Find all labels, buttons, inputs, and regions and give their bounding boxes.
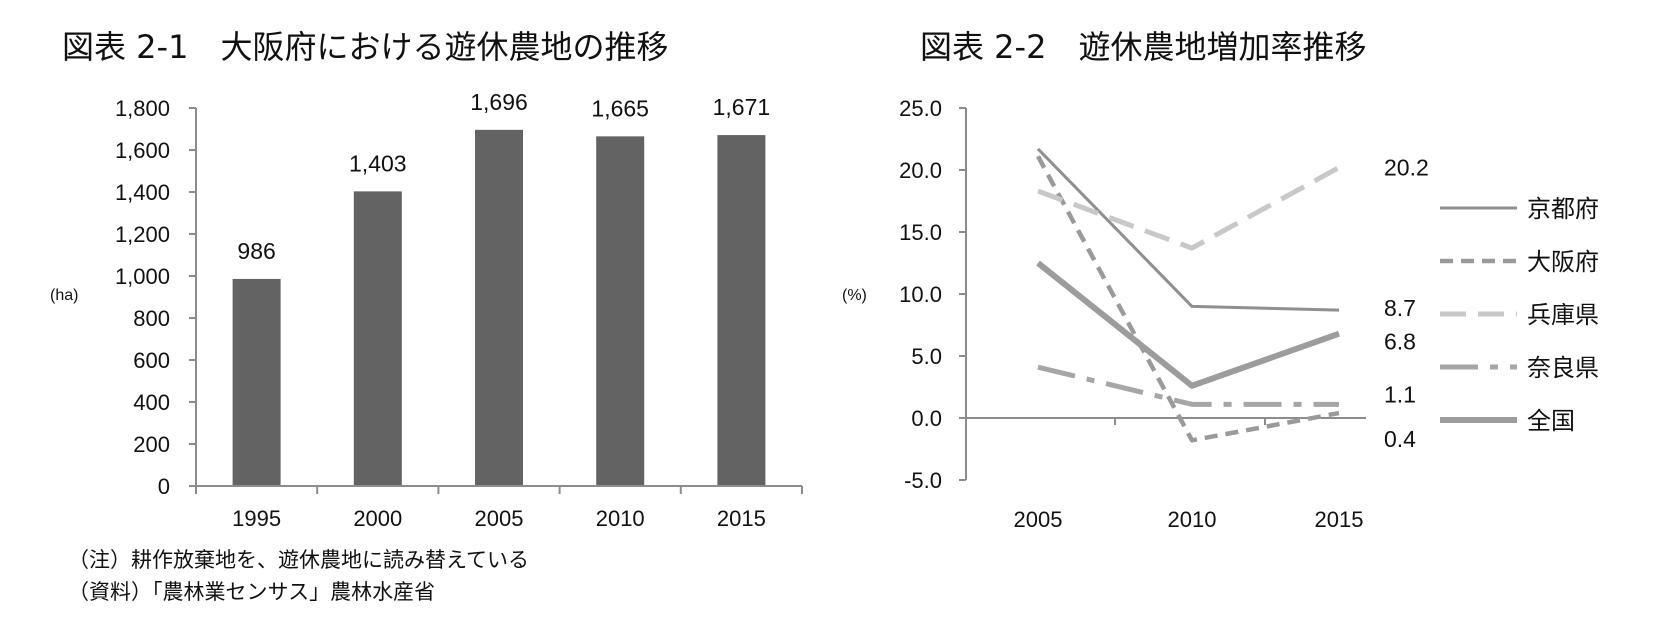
chart-note: （注）耕作放棄地を、遊休農地に読み替えている	[68, 548, 529, 572]
bar-y-tick-label: 200	[133, 432, 170, 457]
legend-label: 大阪府	[1527, 248, 1599, 276]
bar-y-tick-label: 1,200	[115, 222, 170, 247]
bar	[353, 191, 402, 486]
bar-chart-ylabel: (ha)	[50, 287, 78, 304]
line-chart-x-axis: 2005 2010 2015	[966, 417, 1366, 532]
bar-chart-y-axis: 0 200 400 600 800 1,000 1,200 1,400 1,600 1,800	[115, 96, 197, 499]
legend-label: 兵庫県	[1527, 301, 1599, 329]
bar-x-tick-label: 1995	[232, 506, 281, 531]
bar-chart-title: 図表 2-1 大阪府における遊休農地の推移	[62, 28, 668, 66]
bar	[232, 278, 281, 486]
line-chart-y-axis: -5.0 0.0 5.0 10.0 15.0 20.0 25.0	[899, 96, 967, 493]
legend-label: 奈良県	[1527, 354, 1599, 382]
bar-value-label: 1,696	[470, 89, 528, 115]
bar-value-label: 1,403	[349, 150, 407, 176]
legend-label: 全国	[1527, 407, 1575, 435]
bar-y-tick-label: 600	[133, 348, 170, 373]
bar-y-tick-label: 0	[158, 474, 170, 499]
line-y-tick-label: 5.0	[911, 344, 942, 369]
bar-value-label: 986	[237, 238, 275, 264]
series-end-label: 20.2	[1384, 155, 1429, 181]
series-end-label: 8.7	[1384, 295, 1416, 321]
line-chart-ylabel: (%)	[842, 287, 867, 304]
bar-y-tick-label: 400	[133, 390, 170, 415]
series-end-label: 0.4	[1384, 426, 1416, 452]
series-end-label: 6.8	[1384, 329, 1416, 355]
bar-y-tick-label: 1,000	[115, 264, 170, 289]
line-x-tick-label: 2010	[1168, 507, 1217, 532]
bar-y-tick-label: 1,600	[115, 138, 170, 163]
bar-value-label: 1,665	[591, 95, 649, 121]
line-chart-title: 図表 2-2 遊休農地増加率推移	[920, 28, 1366, 66]
bar-y-tick-label: 1,400	[115, 180, 170, 205]
bar-y-tick-label: 1,800	[115, 96, 170, 121]
bar-x-tick-label: 2000	[353, 506, 402, 531]
line-y-tick-label: 0.0	[911, 406, 942, 431]
bar-chart-x-axis: 1995 2000 2005 2010 2015	[195, 485, 803, 531]
line-y-tick-label: 10.0	[899, 282, 942, 307]
line-chart-series: 8.7 0.4 20.2 1.1 6.8	[1036, 147, 1429, 452]
line-x-tick-label: 2015	[1315, 507, 1364, 532]
bar-x-tick-label: 2005	[475, 506, 524, 531]
series-line	[1036, 147, 1340, 312]
bar-chart-bars: 986 1,403 1,696 1,665 1,671	[232, 89, 771, 486]
line-y-tick-label: -5.0	[904, 468, 942, 493]
legend-label: 京都府	[1527, 195, 1599, 223]
series-line	[1037, 364, 1339, 407]
bar-value-label: 1,671	[713, 94, 771, 120]
line-y-tick-label: 25.0	[899, 96, 942, 121]
line-x-tick-label: 2005	[1014, 507, 1063, 532]
bar	[717, 135, 766, 486]
line-y-tick-label: 20.0	[899, 158, 942, 183]
series-line	[1036, 260, 1341, 389]
bar-chart: 図表 2-1 大阪府における遊休農地の推移 (ha) 0 200 400 600 800…	[50, 28, 803, 531]
bar-x-tick-label: 2010	[596, 506, 645, 531]
bar-y-tick-label: 800	[133, 306, 170, 331]
series-end-label: 1.1	[1384, 381, 1416, 407]
bar	[596, 136, 645, 486]
bar	[475, 129, 523, 486]
series-line	[1036, 155, 1340, 443]
chart-source: （資料）「農林業センサス」農林水産省	[68, 580, 435, 604]
line-chart: 図表 2-2 遊休農地増加率推移 (%) -5.0 0.0 5.0 10.0 15.0 2…	[842, 28, 1599, 532]
line-y-tick-label: 15.0	[899, 220, 942, 245]
series-line	[1037, 165, 1341, 251]
bar-x-tick-label: 2015	[717, 506, 766, 531]
